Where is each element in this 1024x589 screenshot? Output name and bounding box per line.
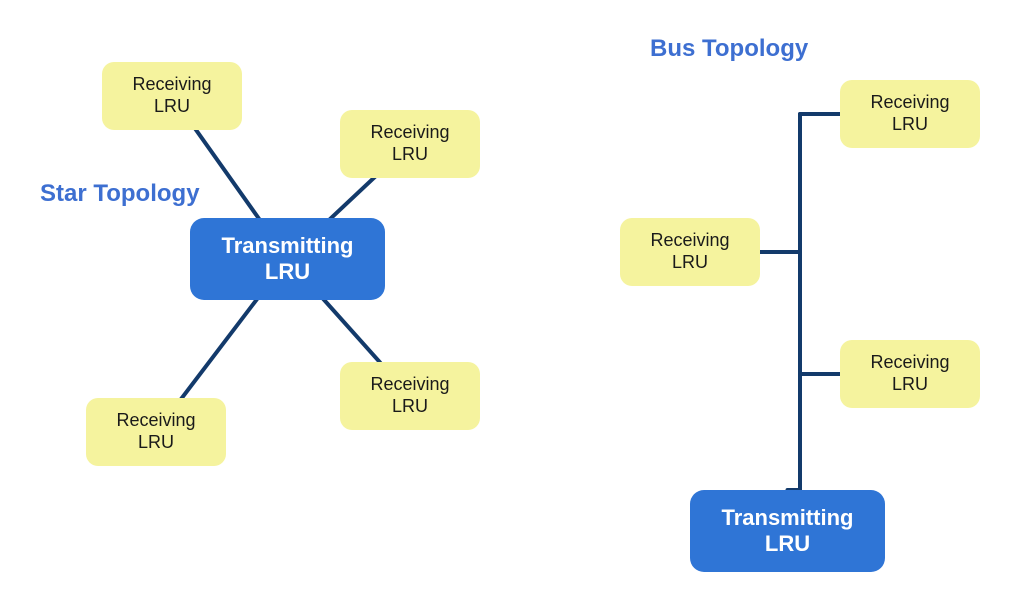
bus-receiving-lru: Receiving LRU	[840, 340, 980, 408]
star-receiving-lru: Receiving LRU	[102, 62, 242, 130]
star-transmitting-lru: Transmitting LRU	[190, 218, 385, 300]
star-topology-title: Star Topology	[40, 180, 200, 208]
diagram-canvas: { "background_color": "#ffffff", "edge_c…	[0, 0, 1024, 589]
star-receiving-lru: Receiving LRU	[340, 362, 480, 430]
bus-transmitting-lru: Transmitting LRU	[690, 490, 885, 572]
bus-receiving-lru: Receiving LRU	[620, 218, 760, 286]
star-receiving-lru: Receiving LRU	[340, 110, 480, 178]
star-receiving-lru: Receiving LRU	[86, 398, 226, 466]
bus-receiving-lru: Receiving LRU	[840, 80, 980, 148]
bus-topology-title: Bus Topology	[650, 35, 808, 63]
